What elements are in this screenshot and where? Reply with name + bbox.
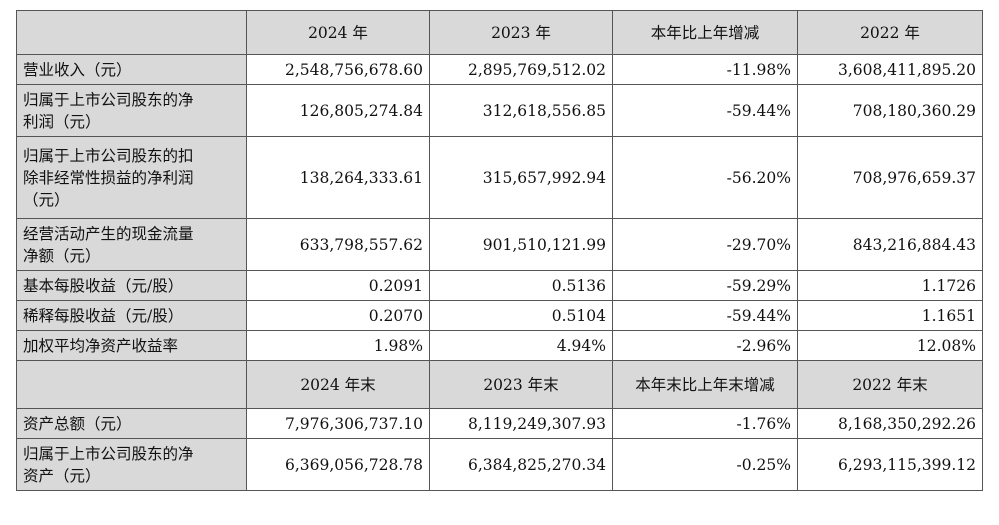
header-cell: 本年比上年增减 (612, 10, 798, 55)
table-row: 归属于上市公司股东的净 利润（元） 126,805,274.84 312,618,… (16, 84, 983, 137)
value-cell: -59.44% (612, 84, 798, 137)
value-cell: -11.98% (612, 54, 798, 85)
value-cell: 6,369,056,728.78 (246, 438, 430, 491)
row-label-line: 资产（元） (23, 466, 101, 485)
row-label-line: 资产总额（元） (23, 414, 132, 433)
value-cell: 8,168,350,292.26 (797, 408, 983, 439)
value-cell: 1.1726 (797, 270, 983, 301)
table-header-row: 2024 年 2023 年 本年比上年增减 2022 年 (16, 10, 983, 55)
header-corner-cell (16, 360, 247, 409)
table-row: 归属于上市公司股东的扣 除非经常性损益的净利润 （元） 138,264,333.61… (16, 136, 983, 219)
value-cell: 315,657,992.94 (429, 136, 613, 219)
table-header-row: 2024 年末 2023 年末 本年末比上年末增减 2022 年末 (16, 360, 983, 409)
value-cell: 0.5136 (429, 270, 613, 301)
value-cell: -0.25% (612, 438, 798, 491)
value-cell: 312,618,556.85 (429, 84, 613, 137)
value-cell: 126,805,274.84 (246, 84, 430, 137)
row-label-line: 利润（元） (23, 112, 101, 131)
financial-data-table: 2024 年 2023 年 本年比上年增减 2022 年 营业收入（元） 2,5… (16, 10, 983, 491)
table-row: 经营活动产生的现金流量 净额（元） 633,798,557.62 901,510,… (16, 218, 983, 271)
header-cell: 本年末比上年末增减 (612, 360, 798, 409)
row-label-line: 基本每股收益（元/股） (23, 276, 184, 295)
table-row: 归属于上市公司股东的净 资产（元） 6,369,056,728.78 6,384,… (16, 438, 983, 491)
header-cell: 2022 年 (797, 10, 983, 55)
value-cell: 2,548,756,678.60 (246, 54, 430, 85)
row-label-line: 净额（元） (23, 246, 101, 265)
value-cell: -59.44% (612, 300, 798, 331)
row-label-line: 归属于上市公司股东的净 (23, 90, 194, 109)
header-cell: 2022 年末 (797, 360, 983, 409)
table-row: 资产总额（元） 7,976,306,737.10 8,119,249,307.9… (16, 408, 983, 439)
row-label: 归属于上市公司股东的扣 除非经常性损益的净利润 （元） (16, 136, 247, 219)
value-cell: 708,976,659.37 (797, 136, 983, 219)
value-cell: 7,976,306,737.10 (246, 408, 430, 439)
row-label: 营业收入（元） (16, 54, 247, 85)
value-cell: 138,264,333.61 (246, 136, 430, 219)
value-cell: 0.2091 (246, 270, 430, 301)
header-cell: 2024 年 (246, 10, 430, 55)
row-label: 归属于上市公司股东的净 利润（元） (16, 84, 247, 137)
row-label: 基本每股收益（元/股） (16, 270, 247, 301)
value-cell: 6,384,825,270.34 (429, 438, 613, 491)
row-label-line: 除非经常性损益的净利润 (23, 168, 194, 187)
value-cell: 0.5104 (429, 300, 613, 331)
header-cell: 2023 年 (429, 10, 613, 55)
value-cell: 1.98% (246, 330, 430, 361)
value-cell: 6,293,115,399.12 (797, 438, 983, 491)
row-label: 加权平均净资产收益率 (16, 330, 247, 361)
table-row: 加权平均净资产收益率 1.98% 4.94% -2.96% 12.08% (16, 330, 983, 361)
row-label-line: 加权平均净资产收益率 (23, 336, 179, 355)
row-label-line: 稀释每股收益（元/股） (23, 306, 184, 325)
row-label: 归属于上市公司股东的净 资产（元） (16, 438, 247, 491)
value-cell: 8,119,249,307.93 (429, 408, 613, 439)
value-cell: -1.76% (612, 408, 798, 439)
value-cell: -56.20% (612, 136, 798, 219)
value-cell: -59.29% (612, 270, 798, 301)
header-cell: 2023 年末 (429, 360, 613, 409)
value-cell: 633,798,557.62 (246, 218, 430, 271)
value-cell: 901,510,121.99 (429, 218, 613, 271)
value-cell: 1.1651 (797, 300, 983, 331)
row-label-line: 归属于上市公司股东的净 (23, 444, 194, 463)
value-cell: -2.96% (612, 330, 798, 361)
table-row: 营业收入（元） 2,548,756,678.60 2,895,769,512.0… (16, 54, 983, 85)
table-row: 基本每股收益（元/股） 0.2091 0.5136 -59.29% 1.1726 (16, 270, 983, 301)
value-cell: 2,895,769,512.02 (429, 54, 613, 85)
row-label-line: 经营活动产生的现金流量 (23, 224, 194, 243)
row-label: 稀释每股收益（元/股） (16, 300, 247, 331)
value-cell: 12.08% (797, 330, 983, 361)
value-cell: 4.94% (429, 330, 613, 361)
header-corner-cell (16, 10, 247, 55)
value-cell: 843,216,884.43 (797, 218, 983, 271)
value-cell: -29.70% (612, 218, 798, 271)
row-label-line: 营业收入（元） (23, 60, 132, 79)
row-label-line: 归属于上市公司股东的扣 (23, 146, 194, 165)
row-label: 资产总额（元） (16, 408, 247, 439)
financial-table-container: 2024 年 2023 年 本年比上年增减 2022 年 营业收入（元） 2,5… (16, 10, 983, 491)
header-cell: 2024 年末 (246, 360, 430, 409)
row-label-line: （元） (23, 190, 70, 209)
value-cell: 3,608,411,895.20 (797, 54, 983, 85)
value-cell: 708,180,360.29 (797, 84, 983, 137)
value-cell: 0.2070 (246, 300, 430, 331)
row-label: 经营活动产生的现金流量 净额（元） (16, 218, 247, 271)
table-row: 稀释每股收益（元/股） 0.2070 0.5104 -59.44% 1.1651 (16, 300, 983, 331)
